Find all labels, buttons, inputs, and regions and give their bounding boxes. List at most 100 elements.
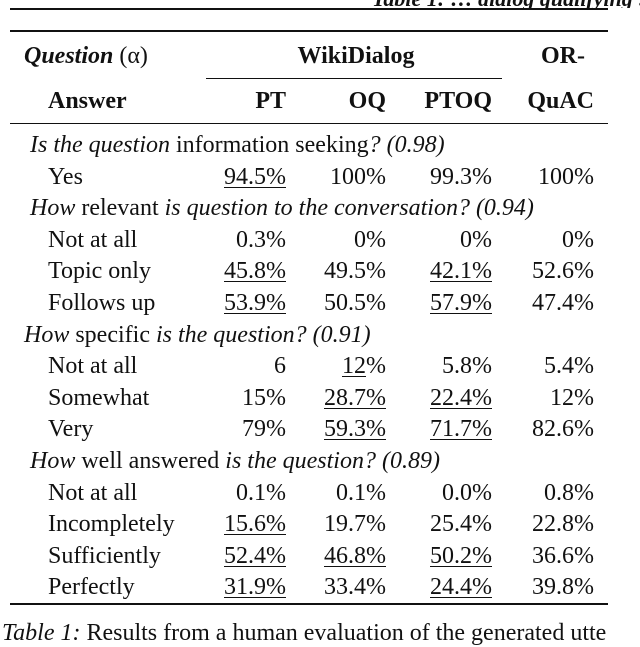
cell-oq: 19.7% (290, 510, 386, 538)
section-heading-part: Is the question (30, 132, 176, 158)
cell-orquac: 47.4% (494, 289, 594, 317)
cell-value: 50.2% (430, 543, 492, 569)
cell-orquac: 12% (494, 384, 594, 412)
header-pt: PT (255, 88, 286, 114)
section-heading-part: relevant (81, 195, 159, 221)
cell-value: 94.5% (224, 164, 286, 190)
section-heading-part: is question to the conversation? (0.94) (158, 195, 534, 221)
cell-value: 0% (562, 227, 594, 253)
cell-pt: 15.6% (190, 510, 286, 538)
cell-orquac: 5.4% (494, 352, 594, 380)
cell-pt: 94.5% (190, 163, 286, 191)
cell-ptoq: 50.2% (392, 542, 492, 570)
header-question: Question (α) (24, 42, 148, 70)
row-label: Sufficiently (48, 543, 161, 569)
cell-ptoq: 0% (392, 226, 492, 254)
cell-pt: 0.1% (190, 479, 286, 507)
section-heading: How specific is the question? (0.91) (24, 321, 371, 349)
section-heading: How relevant is question to the conversa… (30, 194, 534, 222)
cell-value: 42.1% (430, 258, 492, 284)
row-label: Not at all (48, 480, 138, 506)
row-label: Perfectly (48, 574, 135, 600)
cell-value: 25.4% (430, 511, 492, 537)
section-heading-part: well answered (81, 448, 220, 474)
section-heading-part: How (30, 448, 82, 474)
cell-pt: 31.9% (190, 573, 286, 601)
row-label: Not at all (48, 353, 138, 379)
cell-value: 45.8% (224, 258, 286, 284)
row-label: Incompletely (48, 511, 175, 537)
cell-value: 0% (460, 227, 492, 253)
cell-orquac: 0.8% (494, 479, 594, 507)
header-wikidialog: WikiDialog (297, 43, 415, 69)
cell-value: 5.8% (442, 353, 492, 379)
cell-value: 82.6% (532, 416, 594, 442)
cell-oq: 49.5% (290, 257, 386, 285)
cell-value: 52.4% (224, 543, 286, 569)
cell-oq: 12% (290, 352, 386, 380)
cell-oq: 0.1% (290, 479, 386, 507)
cell-pt: 52.4% (190, 542, 286, 570)
cell-oq: 0% (290, 226, 386, 254)
cell-oq: 46.8% (290, 542, 386, 570)
cell-value: 33.4% (324, 574, 386, 600)
section-heading-part: How (24, 322, 76, 348)
cell-value: 19.7% (324, 511, 386, 537)
cell-value-suffix: % (366, 353, 386, 379)
header-question-label: Question (24, 43, 114, 69)
cell-value: 22.8% (532, 511, 594, 537)
cell-ptoq: 57.9% (392, 289, 492, 317)
cell-value: 31.9% (224, 574, 286, 600)
cell-pt: 53.9% (190, 289, 286, 317)
table-caption: Table 1: Results from a human evaluation… (2, 620, 640, 647)
cell-ptoq: 5.8% (392, 352, 492, 380)
section-heading-part: ? (0.98) (368, 132, 445, 158)
cell-value: 71.7% (430, 416, 492, 442)
section-heading-part: is the question? (0.91) (149, 322, 371, 348)
cell-orquac: 82.6% (494, 415, 594, 443)
wikidialog-underline (206, 78, 502, 79)
cell-orquac: 100% (494, 163, 594, 191)
cell-value: 57.9% (430, 290, 492, 316)
cell-value: 28.7% (324, 385, 386, 411)
cell-ptoq: 71.7% (392, 415, 492, 443)
row-label: Yes (48, 164, 83, 190)
cell-ptoq: 22.4% (392, 384, 492, 412)
cell-pt: 45.8% (190, 257, 286, 285)
caption-label: Table 1: (2, 620, 81, 646)
cell-value: 0.0% (442, 480, 492, 506)
cell-value: 79% (242, 416, 286, 442)
cell-orquac: 52.6% (494, 257, 594, 285)
top-thick-rule (10, 8, 608, 10)
cell-value: 24.4% (430, 574, 492, 600)
cell-value: 0.8% (544, 480, 594, 506)
cell-oq: 59.3% (290, 415, 386, 443)
header-ptoq: PTOQ (424, 88, 492, 114)
cell-value: 47.4% (532, 290, 594, 316)
section-heading-part: specific (75, 322, 150, 348)
row-label: Somewhat (48, 385, 150, 411)
cropped-heading-fragment: Table 1: … dialog qualifying … (0, 0, 640, 8)
cell-value: 15% (242, 385, 286, 411)
caption-text: Results from a human evaluation of the g… (80, 620, 607, 646)
cell-value: 99.3% (430, 164, 492, 190)
cell-ptoq: 25.4% (392, 510, 492, 538)
header-answer: Answer (48, 88, 127, 114)
cell-value: 46.8% (324, 543, 386, 569)
section-heading: How well answered is the question? (0.89… (30, 447, 440, 475)
cell-orquac: 39.8% (494, 573, 594, 601)
cell-ptoq: 24.4% (392, 573, 492, 601)
section-heading-part: information seeking (175, 132, 369, 158)
cell-oq: 100% (290, 163, 386, 191)
cell-ptoq: 42.1% (392, 257, 492, 285)
cell-orquac: 36.6% (494, 542, 594, 570)
cell-pt: 15% (190, 384, 286, 412)
row-label: Topic only (48, 258, 151, 284)
cell-value: 49.5% (324, 258, 386, 284)
cell-orquac: 22.8% (494, 510, 594, 538)
table-top-rule (10, 30, 608, 32)
cell-value: 100% (330, 164, 386, 190)
header-orquac-line2: QuAC (527, 88, 594, 114)
cell-pt: 6 (190, 352, 286, 380)
header-bottom-rule (10, 123, 608, 124)
